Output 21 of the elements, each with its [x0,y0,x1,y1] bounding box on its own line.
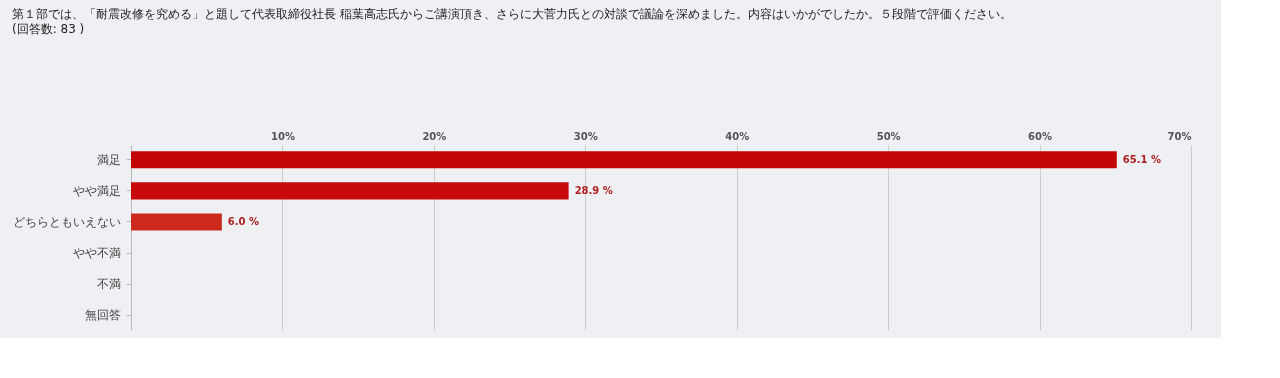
bar [131,213,222,231]
bar [131,182,569,200]
x-tick-label: 40% [725,130,750,142]
data-label: 28.9 % [574,184,613,196]
chart-subtitle: (回答数: 83 ) [12,22,85,36]
data-label: 65.1 % [1122,153,1161,165]
x-tick-label: 70% [1167,130,1192,142]
x-tick-label: 60% [1028,130,1053,142]
y-tick-label: 満足 [96,152,121,167]
x-tick-label: 20% [422,130,447,142]
x-tick-label: 30% [573,130,598,142]
y-tick-label: どちらともいえない [12,214,121,229]
x-tick-label: 50% [876,130,901,142]
y-tick-label: 不満 [96,277,121,292]
x-tick-label: 10% [270,130,295,142]
y-tick-label: やや満足 [72,183,121,198]
data-label: 6.0 % [227,215,260,227]
chart-title: 第１部では、「耐震改修を究める」と題して代表取締役社長 稲葉高志氏からご講演頂き、さらに大菅力氏との対談で議論を深めました。内容はいかがでしたか。５段階で評価ください。 [12,7,1012,21]
bar [131,151,1117,169]
y-tick-label: やや不満 [72,246,121,261]
y-tick-label: 無回答 [84,308,121,323]
